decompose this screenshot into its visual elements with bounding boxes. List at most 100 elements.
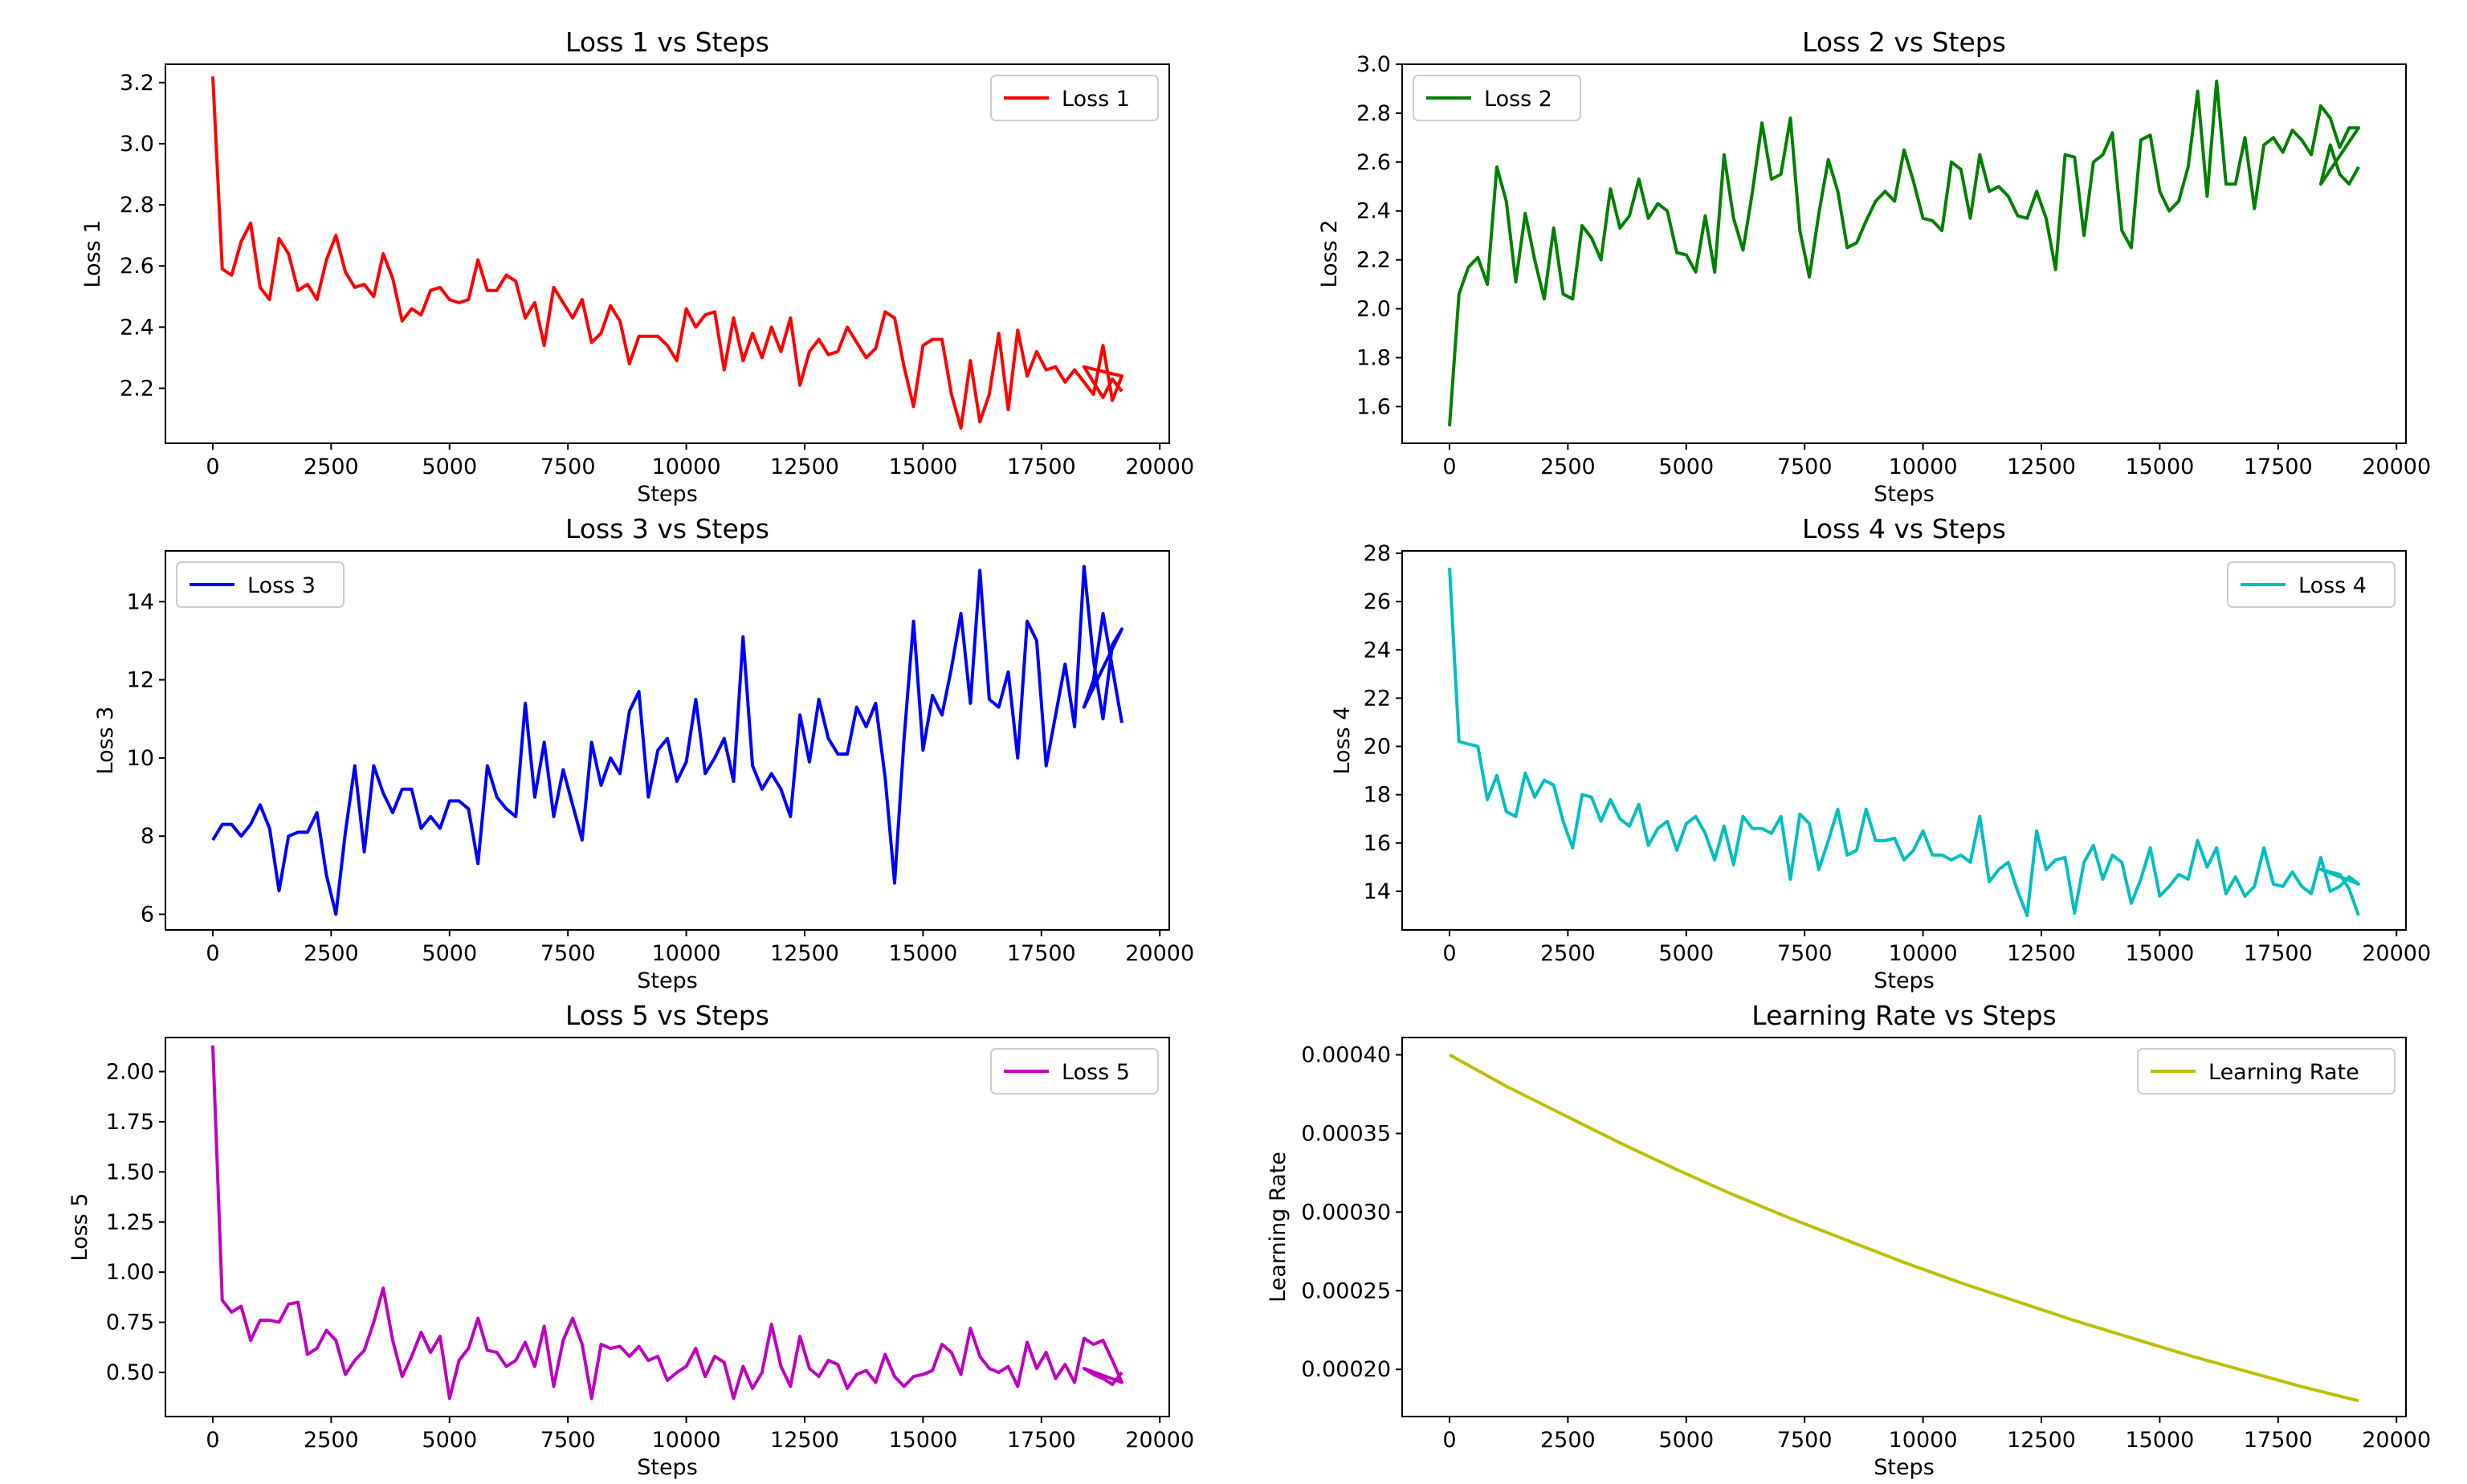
y-tick-label: 2.0 [1356, 297, 1391, 322]
x-axis-label: Steps [1874, 968, 1935, 993]
x-tick-label: 10000 [1889, 1428, 1958, 1453]
x-axis-label: Steps [637, 482, 698, 507]
series-line-loss-2 [1448, 80, 2360, 426]
axes-frame [165, 550, 1170, 931]
x-tick-label: 17500 [2244, 941, 2313, 966]
subplot-3: 0 2500 5000 7500 10000 12500 15000 17500 20000 6 8… [93, 513, 1194, 993]
legend-box [176, 561, 345, 608]
x-tick-label: 5000 [422, 455, 477, 479]
subplot-4: 0 2500 5000 7500 10000 12500 15000 17500 20000 14… [1330, 513, 2431, 993]
subplot-title: Loss 4 vs Steps [1802, 513, 2006, 544]
x-axis-label: Steps [637, 1455, 698, 1480]
x-tick-label: 20000 [2362, 941, 2431, 966]
x-tick-label: 7500 [540, 455, 596, 479]
x-tick-label: 0 [1442, 1428, 1456, 1453]
x-tick-label: 2500 [304, 455, 359, 479]
y-tick-label: 28 [1364, 541, 1391, 566]
x-tick-label: 17500 [2244, 455, 2313, 479]
y-tick-label: 1.00 [106, 1260, 154, 1285]
legend: Loss 3 [176, 561, 345, 608]
y-tick-label: 0.00035 [1301, 1121, 1391, 1146]
y-tick-label: 16 [1364, 831, 1391, 856]
legend-box [990, 1048, 1159, 1095]
x-tick-label: 0 [206, 1428, 219, 1453]
x-tick-label: 7500 [1777, 941, 1833, 966]
series-line-loss-1 [211, 76, 1123, 430]
y-axis-label: Loss 3 [93, 707, 118, 775]
series-line-loss-5 [211, 1045, 1123, 1400]
subplot-2: 0 2500 5000 7500 10000 12500 15000 17500 20000 1.… [1317, 26, 2431, 507]
legend: Loss 1 [990, 75, 1159, 121]
x-tick-label: 7500 [1777, 1428, 1833, 1453]
y-tick-label: 20 [1364, 735, 1391, 760]
x-tick-label: 12500 [770, 455, 839, 479]
x-tick-label: 20000 [1125, 1428, 1194, 1453]
y-tick-label: 2.00 [106, 1059, 154, 1084]
y-tick-label: 3.0 [1356, 52, 1391, 77]
y-tick-label: 26 [1364, 589, 1391, 614]
y-tick-label: 24 [1364, 638, 1391, 662]
x-tick-label: 5000 [422, 941, 477, 966]
subplot-title: Loss 1 vs Steps [565, 26, 769, 58]
legend-box [990, 75, 1159, 121]
y-tick-label: 18 [1364, 783, 1391, 808]
x-tick-label: 0 [206, 455, 219, 479]
x-tick-label: 15000 [2125, 1428, 2194, 1453]
x-tick-label: 20000 [2362, 1428, 2431, 1453]
legend: Loss 2 [1413, 75, 1581, 121]
axes-frame [165, 1037, 1170, 1417]
legend-label: Loss 5 [1062, 1060, 1130, 1085]
y-tick-label: 14 [1364, 879, 1391, 904]
x-tick-label: 12500 [2007, 1428, 2076, 1453]
x-tick-label: 20000 [1125, 455, 1194, 479]
y-tick-label: 2.6 [120, 254, 154, 279]
x-tick-label: 5000 [1658, 1428, 1714, 1453]
y-tick-label: 0.00030 [1301, 1200, 1391, 1225]
x-tick-label: 7500 [1777, 455, 1833, 479]
y-tick-label: 2.4 [1356, 199, 1391, 224]
y-tick-label: 0.00025 [1301, 1278, 1391, 1303]
axes-frame [165, 63, 1170, 444]
legend-label: Loss 3 [247, 573, 316, 598]
x-tick-label: 0 [1442, 941, 1456, 966]
y-tick-label: 2.4 [120, 315, 154, 340]
x-tick-label: 5000 [422, 1428, 477, 1453]
x-tick-label: 10000 [652, 455, 721, 479]
legend-label: Loss 2 [1484, 87, 1552, 112]
y-tick-label: 6 [141, 903, 154, 928]
legend-box [2137, 1048, 2396, 1095]
x-tick-label: 0 [206, 941, 219, 966]
x-tick-label: 2500 [1540, 941, 1596, 966]
legend-label: Loss 1 [1062, 87, 1130, 112]
series-line-learning-rate [1449, 1053, 2359, 1403]
x-tick-label: 17500 [2244, 1428, 2313, 1453]
subplot-title: Loss 2 vs Steps [1802, 26, 2006, 58]
x-tick-label: 10000 [652, 941, 721, 966]
x-tick-label: 15000 [888, 1428, 957, 1453]
y-tick-label: 0.75 [106, 1311, 154, 1335]
axes-frame [1401, 63, 2407, 444]
y-tick-label: 0.00040 [1301, 1043, 1391, 1068]
y-tick-label: 0.50 [106, 1360, 154, 1385]
x-tick-label: 7500 [540, 1428, 596, 1453]
x-tick-label: 5000 [1658, 455, 1714, 479]
y-axis-label: Loss 1 [80, 220, 105, 288]
x-tick-label: 12500 [770, 1428, 839, 1453]
x-tick-label: 10000 [1889, 941, 1958, 966]
y-tick-label: 8 [141, 824, 154, 849]
x-tick-label: 17500 [1007, 1428, 1076, 1453]
x-tick-label: 15000 [888, 941, 957, 966]
subplot-title: Loss 5 vs Steps [565, 1000, 769, 1031]
x-tick-label: 17500 [1007, 941, 1076, 966]
subplot-5: 0 2500 5000 7500 10000 12500 15000 17500 20000 0.… [67, 1000, 1194, 1480]
x-tick-label: 15000 [888, 455, 957, 479]
legend-label: Learning Rate [2208, 1060, 2359, 1085]
y-axis-label: Loss 4 [1330, 707, 1355, 775]
legend: Learning Rate [2137, 1048, 2396, 1095]
subplot-title: Loss 3 vs Steps [565, 513, 769, 544]
x-axis-label: Steps [1874, 482, 1935, 507]
y-axis-label: Loss 5 [67, 1193, 92, 1262]
y-tick-label: 1.50 [106, 1160, 154, 1184]
axes-frame [1401, 550, 2407, 931]
